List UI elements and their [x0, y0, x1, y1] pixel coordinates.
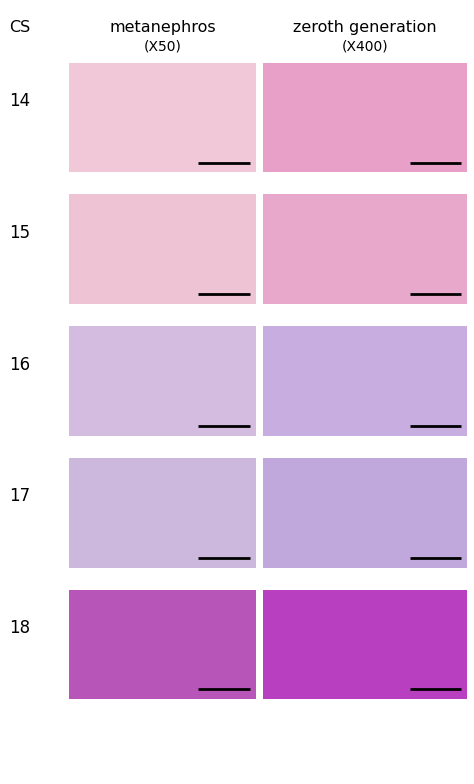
Text: CS: CS: [9, 20, 31, 34]
Text: 17: 17: [9, 488, 31, 505]
Bar: [69, 590, 256, 699]
Text: 15: 15: [9, 224, 31, 241]
Text: 16: 16: [9, 356, 31, 373]
Text: 14: 14: [9, 93, 31, 110]
Bar: [263, 458, 467, 568]
Bar: [263, 194, 467, 304]
Text: (X400): (X400): [342, 39, 388, 53]
Bar: [263, 63, 467, 172]
Bar: [69, 63, 256, 172]
Bar: [69, 326, 256, 436]
Bar: [69, 458, 256, 568]
Bar: [263, 326, 467, 436]
Text: 18: 18: [9, 619, 31, 637]
Bar: [263, 590, 467, 699]
Text: metanephros: metanephros: [109, 20, 216, 34]
Text: zeroth generation: zeroth generation: [293, 20, 437, 34]
Bar: [69, 194, 256, 304]
Text: (X50): (X50): [144, 39, 181, 53]
